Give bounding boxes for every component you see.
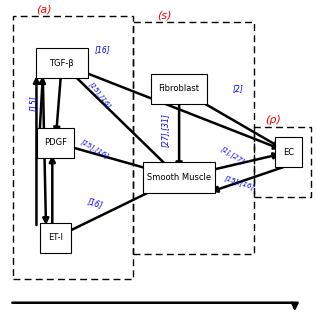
FancyBboxPatch shape bbox=[37, 127, 74, 158]
Text: [15],[16]: [15],[16] bbox=[88, 81, 113, 109]
Text: (a): (a) bbox=[36, 4, 52, 14]
Bar bbox=[13, 16, 133, 279]
Text: (ρ): (ρ) bbox=[265, 115, 281, 125]
FancyBboxPatch shape bbox=[275, 137, 302, 167]
Text: Smooth Muscle: Smooth Muscle bbox=[147, 173, 211, 182]
FancyBboxPatch shape bbox=[36, 48, 88, 78]
Text: [15],[16]: [15],[16] bbox=[223, 174, 255, 190]
Text: [16]: [16] bbox=[86, 196, 104, 210]
Text: [15],[16]: [15],[16] bbox=[80, 138, 110, 160]
Bar bbox=[254, 127, 311, 197]
Bar bbox=[133, 22, 254, 254]
Text: [15]: [15] bbox=[29, 95, 38, 111]
Text: [2]: [2] bbox=[232, 84, 243, 93]
Text: ET-I: ET-I bbox=[48, 233, 63, 242]
Text: [16]: [16] bbox=[95, 45, 111, 54]
Text: Fibroblast: Fibroblast bbox=[158, 84, 200, 93]
Text: EC: EC bbox=[283, 148, 294, 157]
FancyBboxPatch shape bbox=[40, 223, 70, 253]
Text: [27],[31]: [27],[31] bbox=[162, 113, 171, 147]
Text: [1],[27]: [1],[27] bbox=[220, 146, 246, 165]
Text: PDGF: PDGF bbox=[44, 138, 67, 147]
FancyBboxPatch shape bbox=[143, 162, 215, 193]
Text: TGF-β: TGF-β bbox=[49, 59, 74, 68]
Text: (s): (s) bbox=[158, 10, 172, 21]
FancyBboxPatch shape bbox=[151, 74, 207, 104]
